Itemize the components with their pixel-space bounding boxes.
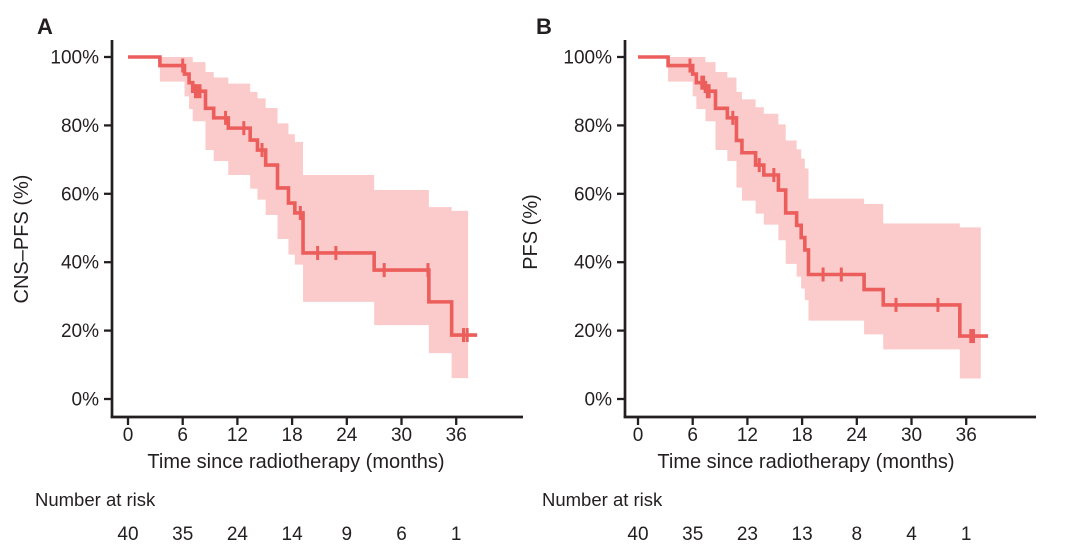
y-tick-label: 20% [61, 321, 99, 342]
risk-count: 9 [342, 524, 353, 545]
y-tick-label: 0% [585, 390, 613, 411]
x-tick-label: 12 [227, 425, 248, 446]
risk-count: 1 [961, 524, 972, 545]
y-tick-label: 80% [61, 116, 99, 137]
risk-count: 4 [906, 524, 917, 545]
panel-b: 100%80%60%40%20%0%0 6 12 18 24 30 36 B PFS (%)… [520, 14, 1036, 545]
x-tick-label: 18 [792, 425, 813, 446]
panel-b-y-axis-title: PFS (%) [520, 194, 542, 270]
risk-count: 40 [117, 524, 138, 545]
x-tick-label: 18 [282, 425, 303, 446]
risk-count: 1 [451, 524, 462, 545]
panel-a-survival-curve [128, 55, 478, 337]
panel-b-risk-table-header: Number at risk [542, 489, 663, 510]
survival-step-line [128, 55, 478, 337]
panel-a-y-axis-title: CNS–PFS (%) [11, 175, 33, 304]
panel-b-confidence-band [668, 57, 981, 379]
risk-count: 23 [737, 524, 758, 545]
panel-b-label: B [536, 14, 552, 39]
x-tick-label: 0 [633, 425, 644, 446]
risk-count: 13 [792, 524, 813, 545]
panel-a: 100% 80% 60% 40% 20% 0% 0 6 12 18 24 30 36 A CNS–PFS… [11, 14, 523, 545]
x-tick-label: 6 [177, 425, 188, 446]
panel-a-axes: 100% 80% 60% 40% 20% 0% 0 6 12 18 24 30 36 [50, 40, 523, 446]
risk-count: 35 [172, 524, 193, 545]
panel-a-confidence-band [159, 57, 469, 379]
panel-a-censor-ticks [181, 58, 469, 343]
y-tick-label: 80% [574, 116, 612, 137]
x-tick-label: 36 [956, 425, 977, 446]
x-tick-label: 36 [446, 425, 467, 446]
x-tick-label: 24 [846, 425, 868, 446]
risk-count: 40 [627, 524, 648, 545]
panel-a-x-axis-title: Time since radiotherapy (months) [147, 451, 444, 473]
y-tick-label: 20% [574, 321, 612, 342]
risk-count: 6 [396, 524, 407, 545]
panel-a-label: A [37, 14, 53, 39]
y-tick-label: 60% [574, 184, 612, 205]
panel-b-x-axis-title: Time since radiotherapy (months) [657, 451, 954, 473]
risk-count: 14 [282, 524, 304, 545]
panel-a-risk-table-header: Number at risk [35, 489, 156, 510]
risk-count: 8 [852, 524, 863, 545]
panel-b-risk-counts: 40 35 23 13 8 4 1 [627, 524, 971, 545]
y-tick-label: 100% [563, 48, 612, 69]
x-tick-label: 12 [737, 425, 758, 446]
y-tick-label: 0% [72, 390, 100, 411]
risk-count: 35 [682, 524, 703, 545]
y-tick-label: 60% [61, 184, 99, 205]
risk-count: 24 [227, 524, 249, 545]
panel-b-censor-ticks [688, 58, 976, 344]
y-tick-label: 40% [574, 253, 612, 274]
panel-a-risk-counts: 40 35 24 14 9 6 1 [117, 524, 461, 545]
x-tick-label: 0 [123, 425, 134, 446]
x-tick-label: 30 [391, 425, 412, 446]
x-tick-label: 24 [336, 425, 358, 446]
y-tick-label: 100% [50, 48, 99, 69]
x-tick-label: 6 [687, 425, 698, 446]
y-tick-label: 40% [61, 253, 99, 274]
ci-ribbon [159, 57, 469, 379]
ci-ribbon [668, 57, 981, 379]
x-tick-label: 30 [901, 425, 922, 446]
panel-b-axes: 100% 80% 60% 40% 20% 0% 0 6 12 18 24 30 36 [563, 40, 1036, 446]
